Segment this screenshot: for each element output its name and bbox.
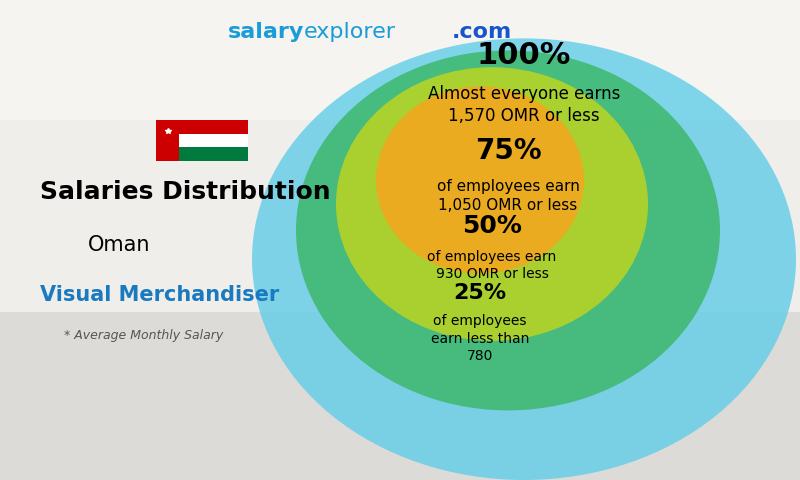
Text: Oman: Oman bbox=[88, 235, 150, 255]
Bar bbox=[179, 147, 248, 161]
Bar bbox=[0, 0, 800, 120]
Ellipse shape bbox=[376, 86, 584, 274]
Text: * Average Monthly Salary: * Average Monthly Salary bbox=[64, 329, 223, 343]
Bar bbox=[179, 134, 248, 147]
Text: explorer: explorer bbox=[304, 22, 396, 42]
Text: Salaries Distribution: Salaries Distribution bbox=[40, 180, 330, 204]
Text: Visual Merchandiser: Visual Merchandiser bbox=[40, 285, 279, 305]
Text: of employees
earn less than
780: of employees earn less than 780 bbox=[431, 314, 529, 363]
Text: 75%: 75% bbox=[474, 137, 542, 165]
Bar bbox=[156, 120, 248, 161]
Text: of employees earn
1,050 OMR or less: of employees earn 1,050 OMR or less bbox=[437, 179, 579, 213]
Text: .com: .com bbox=[452, 22, 512, 42]
Text: 100%: 100% bbox=[477, 41, 571, 70]
Text: 50%: 50% bbox=[462, 214, 522, 238]
Ellipse shape bbox=[252, 38, 796, 480]
Text: Almost everyone earns
1,570 OMR or less: Almost everyone earns 1,570 OMR or less bbox=[428, 85, 620, 125]
Text: 25%: 25% bbox=[454, 283, 506, 303]
Text: of employees earn
930 OMR or less: of employees earn 930 OMR or less bbox=[427, 250, 557, 281]
Ellipse shape bbox=[336, 67, 648, 341]
Ellipse shape bbox=[296, 50, 720, 410]
Bar bbox=[0, 312, 800, 480]
Text: salary: salary bbox=[228, 22, 304, 42]
